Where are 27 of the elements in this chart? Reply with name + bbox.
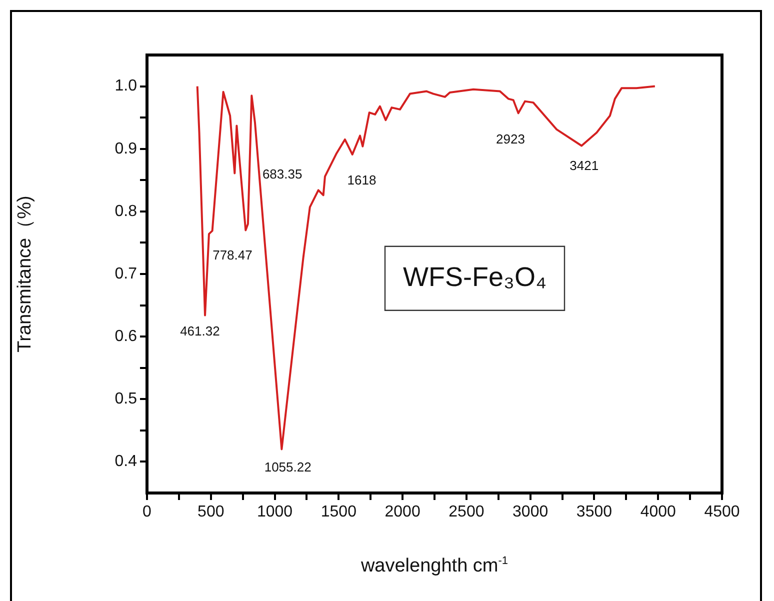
annotation: 1055.22 [264,459,312,474]
x-axis-title: wavelenghth cm$^{-1}$ [360,555,510,578]
text: WFS-Fe₃O₄ [402,262,547,292]
annotation: 2923 [496,131,525,146]
y-tick-label: 0.7 [114,265,138,282]
y-axis-title: Transmitance（%) [14,196,36,352]
x-tick-label: 3000 [512,503,548,520]
y-tick-label: 1.0 [114,78,138,95]
y-tick-label: 0.9 [114,140,138,158]
x-tick-label: 4500 [704,503,740,520]
y-tick-label: 0.4 [114,453,138,470]
annotation: 461.32 [180,323,220,338]
x-tick-label: 2000 [384,503,420,520]
annotation: 3421 [570,158,599,173]
y-tick-label: 0.8 [114,202,138,220]
x-tick-label: 3500 [576,503,612,520]
x-tick-label: 1000 [256,503,293,520]
x-tick-label: 2500 [448,503,484,520]
y-tick-label: 0.5 [114,390,138,408]
annotation: 778.47 [212,247,252,262]
x-tick-label: 500 [198,503,224,520]
annotation: 683.35 [262,166,302,182]
x-tick-label: 0 [142,503,152,520]
x-tick-label: 4000 [640,503,676,520]
x-tick-label: 1500 [320,503,357,520]
annotation: 1618 [347,172,376,188]
y-tick-label: 0.6 [114,328,138,345]
